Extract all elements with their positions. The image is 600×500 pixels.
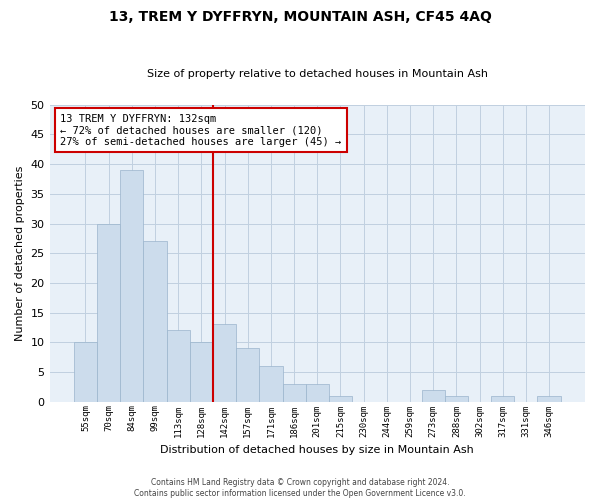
Bar — [283, 384, 305, 402]
Bar — [190, 342, 213, 402]
Y-axis label: Number of detached properties: Number of detached properties — [15, 166, 25, 341]
Bar — [236, 348, 259, 402]
Bar — [305, 384, 329, 402]
Title: Size of property relative to detached houses in Mountain Ash: Size of property relative to detached ho… — [147, 69, 488, 79]
Bar — [143, 242, 167, 402]
Bar — [213, 324, 236, 402]
Bar — [120, 170, 143, 402]
Bar — [74, 342, 97, 402]
Bar — [445, 396, 468, 402]
Bar — [329, 396, 352, 402]
Text: 13 TREM Y DYFFRYN: 132sqm
← 72% of detached houses are smaller (120)
27% of semi: 13 TREM Y DYFFRYN: 132sqm ← 72% of detac… — [60, 114, 341, 147]
Bar — [167, 330, 190, 402]
X-axis label: Distribution of detached houses by size in Mountain Ash: Distribution of detached houses by size … — [160, 445, 474, 455]
Bar — [97, 224, 120, 402]
Bar — [422, 390, 445, 402]
Bar — [491, 396, 514, 402]
Bar — [538, 396, 560, 402]
Text: Contains HM Land Registry data © Crown copyright and database right 2024.
Contai: Contains HM Land Registry data © Crown c… — [134, 478, 466, 498]
Bar — [259, 366, 283, 402]
Text: 13, TREM Y DYFFRYN, MOUNTAIN ASH, CF45 4AQ: 13, TREM Y DYFFRYN, MOUNTAIN ASH, CF45 4… — [109, 10, 491, 24]
